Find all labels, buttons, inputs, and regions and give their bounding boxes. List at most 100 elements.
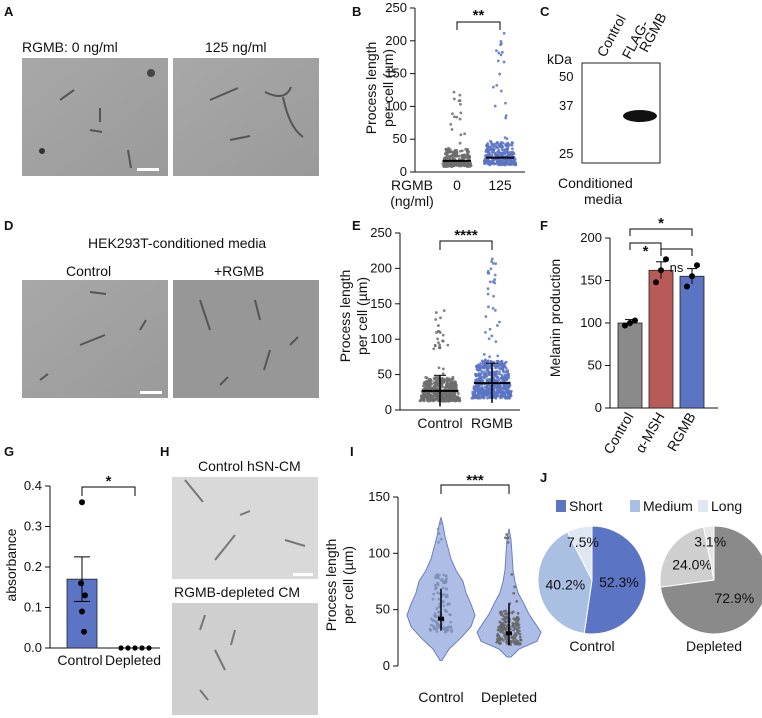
b-point-control: [442, 157, 446, 161]
i-point-control: [429, 628, 433, 632]
i-point-depleted: [497, 625, 501, 629]
i-point-control: [437, 540, 440, 544]
e-point-rgmb: [492, 363, 496, 367]
e-point-control: [437, 341, 440, 345]
micrograph-a-control: [22, 58, 168, 176]
e-point-rgmb: [504, 374, 508, 378]
b-point-rgmb: [495, 49, 498, 53]
i-point-depleted: [511, 624, 515, 628]
e-point-rgmb: [498, 385, 502, 389]
f-y-tick-label: 200: [580, 230, 602, 245]
i-median-marker: [438, 616, 444, 621]
j-slice-label: 7.5%: [567, 534, 599, 550]
g-point-control: [78, 580, 84, 587]
b-point-rgmb: [496, 160, 500, 164]
e-point-control: [435, 331, 438, 334]
g-point-depleted: [132, 645, 138, 651]
i-point-depleted: [502, 624, 506, 628]
i-point-control: [444, 581, 448, 585]
i-point-depleted: [519, 638, 522, 642]
e-point-rgmb: [491, 261, 495, 265]
b-point-control: [458, 117, 462, 121]
marker-50: 50: [559, 69, 573, 84]
b-point-rgmb: [499, 144, 503, 148]
f-x-tick-label: Control: [600, 410, 636, 457]
f-bar: [648, 269, 674, 409]
e-point-control: [444, 383, 448, 387]
e-point-control: [433, 394, 436, 398]
e-point-rgmb: [477, 372, 481, 375]
e-y-tick-label: 150: [370, 296, 392, 311]
b-point-control: [461, 154, 464, 158]
f-sig-1: *: [643, 243, 649, 260]
f-ylabel-line: Melanin production: [547, 259, 563, 377]
e-point-rgmb: [484, 331, 487, 334]
b-ylabel-line: per cell (µm): [380, 49, 396, 127]
i-point-depleted: [503, 616, 507, 620]
e-ylabel-line: per cell (µm): [354, 277, 370, 355]
e-point-rgmb: [499, 396, 502, 400]
e-point-rgmb: [474, 373, 478, 377]
b-point-rgmb: [500, 148, 504, 152]
i-point-depleted: [511, 610, 515, 614]
e-point-rgmb: [500, 364, 504, 368]
b-y-tick-label: 0: [400, 164, 407, 179]
i-y-tick-label: 0: [383, 658, 390, 673]
b-point-control: [451, 155, 455, 159]
blot-band: [623, 110, 657, 122]
i-point-depleted: [515, 627, 519, 631]
i-point-control: [432, 592, 436, 596]
i-point-control: [439, 537, 443, 541]
e-sig-bracket: [439, 240, 493, 250]
e-point-control: [439, 316, 442, 320]
e-point-control: [424, 393, 428, 397]
e-point-rgmb: [500, 360, 504, 363]
e-point-control: [451, 378, 454, 382]
f-x-tick-label: RGMB: [664, 410, 699, 454]
e-point-rgmb: [498, 320, 501, 324]
b-point-rgmb: [489, 139, 492, 143]
i-point-control: [449, 620, 453, 624]
b-point-rgmb: [500, 50, 504, 54]
b-xtitle: RGMB (ng/ml): [390, 177, 434, 209]
e-y-tick-label: 50: [378, 367, 392, 382]
e-point-rgmb: [486, 366, 490, 370]
e-point-control: [425, 386, 429, 390]
e-point-rgmb: [494, 384, 498, 388]
i-point-control: [435, 622, 439, 626]
e-point-control: [441, 367, 445, 371]
b-point-rgmb: [502, 60, 506, 64]
i-point-control: [431, 597, 435, 601]
e-point-control: [448, 391, 452, 395]
j-pie-title: Depleted: [686, 638, 742, 654]
e-point-control: [454, 397, 458, 400]
e-point-control: [422, 399, 426, 403]
i-point-control: [444, 574, 448, 577]
i-point-control: [445, 587, 449, 591]
e-point-rgmb: [482, 376, 486, 380]
e-ylabel: Process lengthper cell (µm): [337, 270, 370, 363]
e-sig: ****: [454, 227, 478, 244]
b-xtitle-line: RGMB: [391, 177, 433, 193]
b-point-rgmb: [489, 147, 493, 151]
i-point-control: [436, 576, 439, 580]
i-point-depleted: [506, 536, 510, 540]
i-point-control: [436, 626, 440, 630]
b-point-rgmb: [493, 158, 496, 162]
panel-h-label-bottom: RGMB-depleted CM: [174, 584, 300, 600]
g-sig: *: [106, 473, 112, 490]
e-point-control: [437, 366, 441, 370]
b-point-control: [446, 161, 450, 165]
i-point-control: [450, 630, 453, 633]
f-point: [694, 262, 700, 269]
b-point-rgmb: [491, 161, 494, 165]
j-legend-label: Medium: [643, 498, 693, 514]
i-point-control: [444, 609, 447, 613]
b-point-control: [451, 164, 455, 168]
e-point-rgmb: [493, 374, 497, 378]
panel-letter-f: F: [540, 218, 548, 233]
panel-letter-e: E: [352, 218, 361, 233]
e-point-control: [427, 394, 431, 398]
f-sig-bracket: [629, 228, 693, 236]
panel-letter-d: D: [4, 218, 13, 233]
